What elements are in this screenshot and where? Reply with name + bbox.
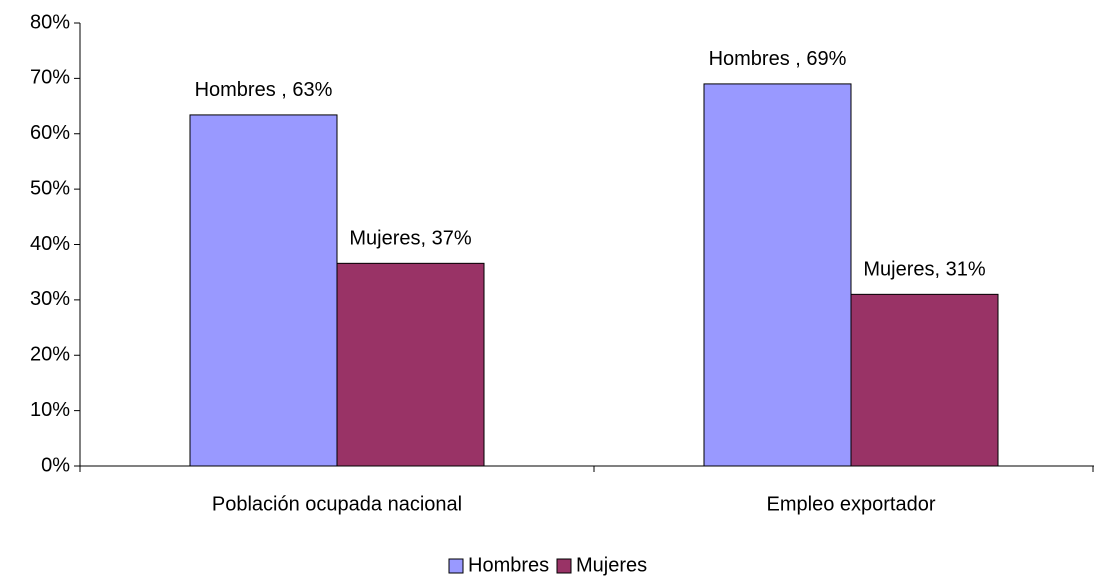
y-tick-label: 40% xyxy=(30,233,70,255)
x-tick-label: Empleo exportador xyxy=(767,493,936,515)
legend-label: Hombres xyxy=(468,554,549,576)
y-tick-label: 0% xyxy=(41,454,70,476)
y-tick-label: 80% xyxy=(30,11,70,33)
data-label: Mujeres, 37% xyxy=(349,228,471,250)
y-tick-label: 20% xyxy=(30,344,70,366)
legend-swatch xyxy=(556,558,572,574)
legend-swatch xyxy=(448,558,464,574)
y-tick-label: 30% xyxy=(30,288,70,310)
bar xyxy=(189,114,338,467)
y-tick-label: 70% xyxy=(30,67,70,89)
y-tick-label: 10% xyxy=(30,399,70,421)
x-tick-label: Población ocupada nacional xyxy=(212,493,462,515)
bar xyxy=(336,262,485,467)
y-tick-label: 60% xyxy=(30,122,70,144)
legend-label: Mujeres xyxy=(576,554,647,576)
y-tick-label: 50% xyxy=(30,177,70,199)
bar xyxy=(703,83,852,467)
data-label: Hombres , 69% xyxy=(709,48,847,70)
data-label: Mujeres, 31% xyxy=(863,259,985,281)
bar xyxy=(850,293,999,467)
data-label: Hombres , 63% xyxy=(195,79,333,101)
